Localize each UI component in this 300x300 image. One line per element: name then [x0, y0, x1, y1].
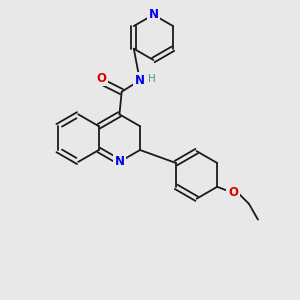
Text: N: N	[114, 155, 124, 168]
Text: N: N	[135, 74, 145, 87]
Text: O: O	[96, 72, 106, 85]
Text: O: O	[228, 186, 238, 199]
Text: H: H	[148, 74, 156, 84]
Text: N: N	[148, 8, 158, 21]
